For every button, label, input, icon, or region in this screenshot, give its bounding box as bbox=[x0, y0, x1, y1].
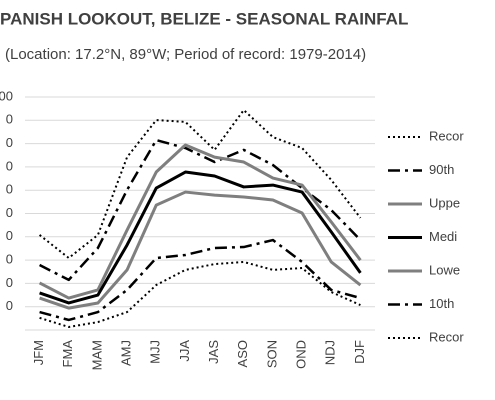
line-series bbox=[39, 170, 362, 305]
y-tick-label: 0 bbox=[6, 252, 13, 267]
x-tick-label: DJF bbox=[352, 340, 367, 364]
y-tick-label: 0 bbox=[6, 275, 13, 290]
y-tick-label: 0 bbox=[6, 158, 13, 173]
y-tick-label: 0 bbox=[6, 228, 13, 243]
line-series bbox=[38, 109, 362, 260]
x-tick-label: ASO bbox=[235, 340, 250, 367]
line-series bbox=[39, 260, 361, 328]
x-tick-label: JFM bbox=[31, 340, 46, 365]
x-tick-label: NDJ bbox=[323, 340, 338, 365]
legend-label: Recor bbox=[429, 128, 464, 143]
y-tick-label: 0 bbox=[6, 182, 13, 197]
y-tick-label: 0 bbox=[6, 112, 13, 127]
x-tick-label: JJA bbox=[177, 340, 192, 362]
line-series bbox=[39, 238, 361, 322]
legend-label: Lowe bbox=[429, 262, 460, 277]
x-tick-label: AMJ bbox=[119, 340, 134, 366]
line-series bbox=[38, 143, 362, 300]
y-tick-label: 0 bbox=[6, 135, 13, 150]
y-tick-label: 0 bbox=[6, 298, 13, 313]
y-tick-label: 00 bbox=[0, 88, 13, 103]
y-tick-label: 0 bbox=[6, 205, 13, 220]
chart-subtitle: (Location: 17.2°N, 89°W; Period of recor… bbox=[5, 46, 366, 63]
legend-label: Uppe bbox=[429, 195, 460, 210]
legend-label: Medi bbox=[429, 229, 457, 244]
legend-label: Recor bbox=[429, 329, 464, 344]
x-tick-label: OND bbox=[294, 340, 309, 369]
line-series bbox=[39, 190, 362, 310]
legend-label: 90th bbox=[429, 162, 454, 177]
line-series bbox=[39, 138, 362, 282]
x-tick-label: MJJ bbox=[148, 340, 163, 364]
legend-label: 10th bbox=[429, 296, 454, 311]
x-tick-label: JAS bbox=[206, 340, 221, 364]
x-tick-label: SON bbox=[264, 340, 279, 368]
x-tick-label: MAM bbox=[89, 340, 104, 370]
chart-title: PANISH LOOKOUT, BELIZE - SEASONAL RAINFA… bbox=[0, 9, 408, 28]
x-tick-label: FMA bbox=[60, 340, 75, 368]
